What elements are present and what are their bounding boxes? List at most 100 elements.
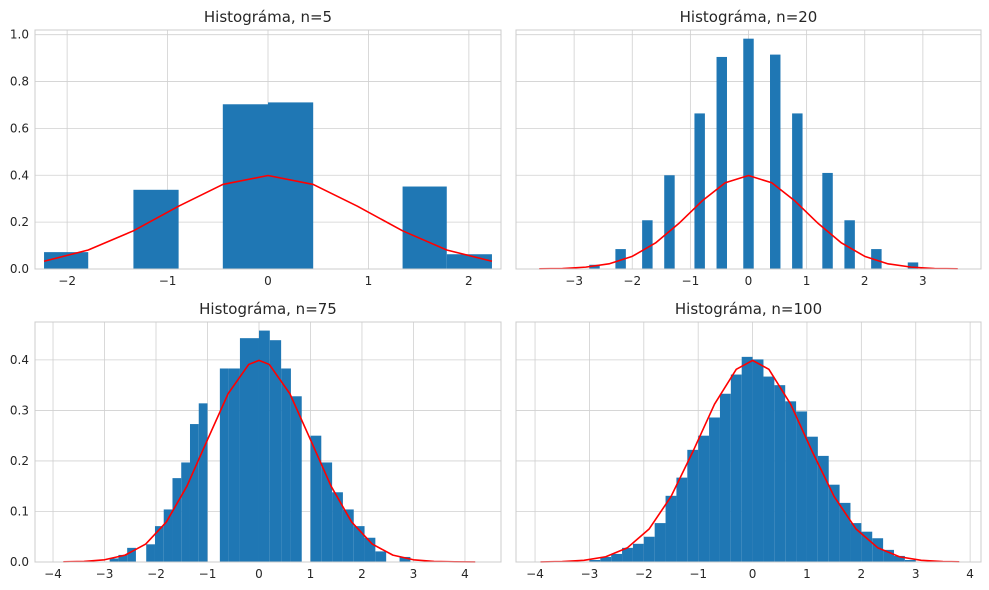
x-tick-label: 4 (461, 567, 469, 581)
histogram-bar (44, 252, 89, 269)
histogram-bar (719, 393, 731, 562)
y-tick-label: 0.1 (10, 504, 29, 518)
histogram-bar (589, 264, 600, 269)
subplot-title: Histográma, n=75 (199, 300, 337, 318)
y-tick-label: 0.2 (10, 215, 29, 229)
subplot-title: Histográma, n=5 (204, 8, 332, 26)
histogram-bar (806, 436, 818, 562)
histogram-bar (730, 374, 742, 562)
histogram-bar (332, 492, 343, 562)
histogram-bar (154, 526, 164, 562)
density-curve (43, 174, 493, 263)
histogram-bar (709, 417, 720, 562)
histogram-bar (399, 556, 411, 562)
histogram-bar (743, 38, 754, 269)
density-curve (539, 174, 958, 270)
x-tick-label: −1 (199, 567, 217, 581)
histogram-bar (774, 385, 786, 562)
x-tick-label: 3 (410, 567, 418, 581)
histogram-bar (785, 401, 797, 562)
histogram-bar (281, 368, 291, 562)
y-tick-label: 0.2 (10, 454, 29, 468)
plot-frame (515, 321, 982, 563)
histogram-bar (589, 559, 601, 562)
density-curve (63, 359, 476, 563)
x-tick-label: 4 (966, 567, 974, 581)
histogram-bar (258, 330, 270, 562)
plot-frame (34, 29, 502, 270)
x-tick-label: 1 (803, 274, 811, 288)
histogram-bar (109, 558, 119, 562)
histogram-bar (839, 502, 851, 562)
histogram-bar (189, 424, 199, 562)
x-tick-label: 3 (912, 567, 920, 581)
x-tick-label: 0 (749, 567, 757, 581)
y-tick-label: 0.0 (10, 262, 29, 276)
x-tick-label: −2 (635, 567, 653, 581)
histogram-bar (269, 340, 282, 562)
histogram-bar (676, 477, 688, 562)
histogram-bar (817, 455, 829, 562)
plot-frame (34, 321, 502, 563)
x-tick-label: 1 (365, 274, 373, 288)
histogram-bar (239, 338, 259, 562)
histogram-bar (796, 411, 807, 562)
density-curve (540, 359, 960, 563)
histogram-bar (402, 186, 447, 269)
histogram-bar (353, 526, 365, 562)
histogram-bar (615, 249, 626, 269)
histogram-bar (872, 538, 884, 562)
histogram-bar (694, 113, 705, 270)
histogram-bar (828, 484, 840, 562)
x-tick-label: 2 (858, 567, 866, 581)
histogram-bar (770, 54, 781, 270)
histogram-bar (850, 523, 862, 562)
histogram-bar (219, 368, 229, 562)
subplot-4: −4 −3 −2 −1 0 1 2 3 4 Histográma, n=100 (515, 300, 982, 581)
histogram-bar (146, 544, 155, 562)
y-tick-label: 0.6 (10, 121, 29, 135)
x-tick-label: 0 (745, 274, 753, 288)
x-tick-label: 3 (919, 274, 927, 288)
x-tick-label: −2 (147, 567, 165, 581)
histogram-bar (687, 449, 699, 562)
histogram-bar (654, 523, 666, 562)
x-tick-label: 0 (264, 274, 272, 288)
histogram-bar (172, 478, 182, 562)
histogram-bar (844, 220, 855, 269)
x-tick-label: −4 (44, 567, 62, 581)
x-tick-label: −1 (159, 274, 177, 288)
histogram-bar (642, 220, 653, 269)
x-tick-label: 0 (255, 567, 263, 581)
histogram-bar (163, 509, 173, 562)
histogram-bar (228, 368, 240, 562)
histogram-bar (133, 189, 179, 269)
subplot-title: Histográma, n=100 (675, 300, 822, 318)
x-tick-label: 2 (861, 274, 869, 288)
plot-frame (515, 29, 982, 270)
histogram-bar (643, 536, 655, 562)
x-tick-label: −1 (689, 567, 707, 581)
histogram-bar (342, 509, 354, 562)
histogram-bar (752, 359, 764, 562)
histogram-bar (907, 262, 919, 269)
x-tick-label: −3 (96, 567, 114, 581)
histogram-bar (665, 495, 677, 562)
histogram-bar (632, 543, 644, 562)
histogram-bar (664, 175, 675, 269)
histogram-bar (622, 547, 633, 562)
histogram-bar (364, 537, 376, 562)
histogram-bar (375, 551, 387, 562)
histogram-bar (600, 556, 612, 562)
x-tick-label: 2 (358, 567, 366, 581)
x-tick-label: 1 (307, 567, 315, 581)
histogram-bar (198, 403, 208, 562)
histogram-bar (310, 435, 322, 562)
y-tick-label: 0.3 (10, 403, 29, 417)
y-tick-label: 0.4 (10, 353, 29, 367)
histogram-bar (871, 249, 882, 269)
subplot-title: Histográma, n=20 (680, 8, 818, 26)
x-tick-label: −4 (526, 567, 544, 581)
y-tick-label: 0.0 (10, 555, 29, 569)
histogram-bar (290, 396, 302, 562)
